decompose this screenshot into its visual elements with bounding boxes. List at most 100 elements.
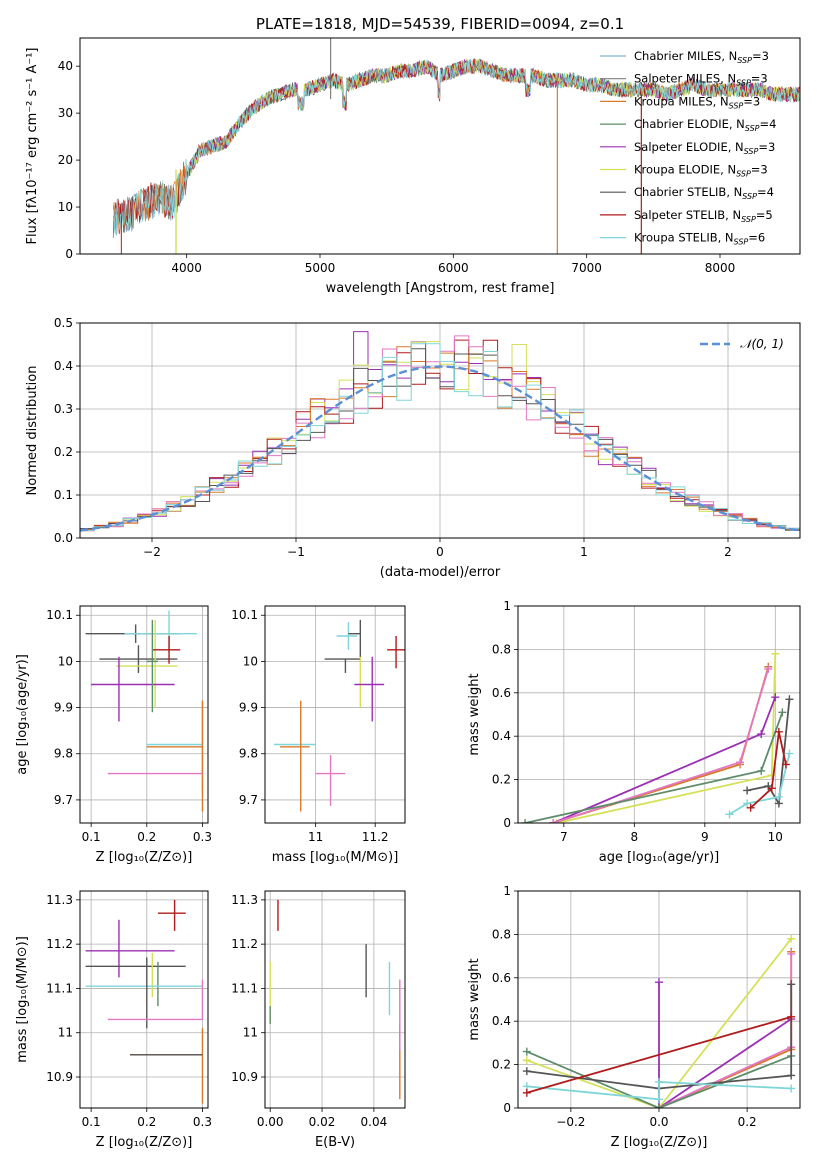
spectrum-panel: 4000 5000 6000 7000 8000 0 10 20 30 40 wavelength … bbox=[25, 37, 801, 296]
weight-marker bbox=[522, 1047, 531, 1056]
weight-line bbox=[658, 982, 792, 1108]
y-tick-label: 40 bbox=[58, 59, 73, 73]
residuals-panel: −2 −1 0 1 2 0.0 0.1 0.2 0.3 0.4 0.5 (data-model)/er… bbox=[25, 316, 801, 580]
weight-marker bbox=[781, 760, 790, 769]
weight-line bbox=[526, 984, 793, 1090]
weight-marker bbox=[757, 730, 766, 739]
x-tick-label: 0.2 bbox=[137, 830, 156, 844]
y-tick-label: 9.9 bbox=[54, 701, 73, 715]
weight-line bbox=[526, 1016, 792, 1094]
y-tick-label: 1 bbox=[503, 884, 511, 898]
x-tick-label: −0.2 bbox=[556, 1115, 585, 1129]
x-tick-label: 9 bbox=[701, 830, 709, 844]
y-tick-label: 0.5 bbox=[54, 316, 73, 330]
legend-entry: 𝒩(0, 1) bbox=[740, 337, 784, 351]
age_vs_weight-panel: 7 8 9 10 0 0.2 0.4 0.6 0.8 1 age [log₁₀(age/yr)] ma… bbox=[467, 599, 801, 865]
axes-frame bbox=[79, 322, 801, 539]
weight-line bbox=[526, 1081, 792, 1101]
legend-entry: Salpeter STELIB, NSSP=5 bbox=[634, 208, 773, 224]
y-axis-label: age [log₁₀(age/yr)] bbox=[15, 654, 30, 775]
y-tick-label: 0.6 bbox=[492, 686, 511, 700]
weight-marker bbox=[785, 749, 794, 758]
x-tick-label: 0.1 bbox=[82, 1115, 101, 1129]
axes-frame bbox=[517, 605, 801, 824]
weight-marker bbox=[522, 1067, 531, 1076]
histogram-series bbox=[80, 348, 800, 531]
y-tick-label: 0.1 bbox=[54, 488, 73, 502]
x-axis-label: Z [log₁₀(Z/Z⊙)] bbox=[611, 1135, 708, 1150]
gaussian-curve bbox=[80, 365, 800, 532]
weight-marker bbox=[655, 1095, 663, 1104]
y-tick-label: 10.9 bbox=[46, 1070, 73, 1084]
weight-marker bbox=[522, 1088, 531, 1097]
Z_vs_weight-panel: −0.2 0.0 0.2 0 0.2 0.4 0.6 0.8 1 Z [log₁₀(Z/Z⊙)] m… bbox=[467, 884, 801, 1150]
Z_vs_age-panel: 0.1 0.2 0.3 9.7 9.8 9.9 10 10.1 Z [log₁₀(Z/Z⊙)] a… bbox=[15, 605, 212, 865]
y-tick-label: 11.3 bbox=[231, 893, 258, 907]
y-tick-label: 10.1 bbox=[46, 608, 73, 622]
weight-marker bbox=[655, 1077, 663, 1086]
x-tick-label: 0.1 bbox=[82, 830, 101, 844]
x-tick-label: 0.00 bbox=[257, 1115, 284, 1129]
x-tick-label: 0.3 bbox=[193, 1115, 212, 1129]
weight-marker bbox=[767, 784, 776, 793]
x-axis-label: (data-model)/error bbox=[380, 565, 501, 580]
y-axis-label: mass weight bbox=[467, 673, 482, 755]
axes-frame bbox=[79, 605, 209, 824]
weight-marker bbox=[757, 766, 766, 775]
x-tick-label: 0.3 bbox=[193, 830, 212, 844]
y-tick-label: 1 bbox=[503, 599, 511, 613]
x-tick-label: −1 bbox=[287, 545, 305, 559]
x-tick-label: 6000 bbox=[438, 261, 469, 275]
legend-entry: Salpeter ELODIE, NSSP=3 bbox=[634, 140, 775, 156]
weight-marker bbox=[771, 649, 780, 658]
y-tick-label: 0.6 bbox=[492, 971, 511, 985]
x-tick-label: 7000 bbox=[571, 261, 602, 275]
weight-marker bbox=[774, 792, 783, 801]
y-tick-label: 10 bbox=[58, 654, 73, 668]
y-tick-label: 11.3 bbox=[46, 893, 73, 907]
y-tick-label: 10.9 bbox=[231, 1070, 258, 1084]
x-tick-label: 10 bbox=[768, 830, 783, 844]
spectrum-line bbox=[112, 58, 800, 235]
y-tick-label: 10 bbox=[243, 654, 258, 668]
weight-marker bbox=[767, 771, 776, 780]
weight-marker bbox=[743, 786, 752, 795]
legend-entry: Chabrier STELIB, NSSP=4 bbox=[634, 185, 774, 201]
weight-marker bbox=[746, 803, 755, 812]
x-tick-label: 11.2 bbox=[362, 830, 389, 844]
x-tick-label: 0.02 bbox=[309, 1115, 336, 1129]
histogram-series bbox=[80, 343, 800, 531]
x-tick-label: 7 bbox=[560, 830, 568, 844]
y-tick-label: 11.2 bbox=[231, 937, 258, 951]
Z_vs_mass-panel: 0.1 0.2 0.3 10.9 11 11.1 11.2 11.3 Z [log₁₀(Z/Z⊙… bbox=[15, 890, 212, 1150]
y-tick-label: 10 bbox=[58, 200, 73, 214]
x-axis-label: E(B-V) bbox=[315, 1135, 355, 1150]
weight-marker bbox=[743, 799, 752, 808]
x-tick-label: 2 bbox=[724, 545, 732, 559]
weight-line bbox=[750, 731, 787, 809]
x-tick-label: −2 bbox=[143, 545, 161, 559]
y-tick-label: 9.8 bbox=[239, 747, 258, 761]
y-tick-label: 9.9 bbox=[239, 701, 258, 715]
y-tick-label: 0.4 bbox=[54, 359, 73, 373]
legend-entry: Kroupa STELIB, NSSP=6 bbox=[634, 231, 765, 247]
y-tick-label: 0.0 bbox=[54, 531, 73, 545]
y-axis-label: mass [log₁₀(M/M⊙)] bbox=[15, 936, 30, 1063]
weight-marker bbox=[787, 934, 796, 943]
ebv_vs_mass-panel: 0.00 0.02 0.04 10.9 11 11.1 11.2 11.3 E(B-V) bbox=[231, 890, 406, 1150]
x-tick-label: 0.2 bbox=[137, 1115, 156, 1129]
weight-marker bbox=[522, 1056, 531, 1065]
spectrum-legend: Chabrier MILES, NSSP=3 Salpeter MILES, NS… bbox=[600, 49, 776, 247]
x-tick-label: 0.04 bbox=[361, 1115, 388, 1129]
y-tick-label: 9.7 bbox=[239, 793, 258, 807]
x-axis-label: mass [log₁₀(M/M⊙)] bbox=[272, 850, 399, 865]
mass_vs_age-panel: 11 11.2 9.7 9.8 9.9 10 10.1 mass [log₁₀(M/M⊙)] bbox=[231, 605, 406, 865]
axes-frame bbox=[517, 890, 801, 1109]
y-tick-label: 0.8 bbox=[492, 642, 511, 656]
figure-title: PLATE=1818, MJD=54539, FIBERID=0094, z=0… bbox=[256, 15, 624, 33]
weight-marker bbox=[725, 810, 734, 819]
axes-frame bbox=[79, 37, 801, 255]
y-tick-label: 11.1 bbox=[231, 981, 258, 995]
y-tick-label: 9.8 bbox=[54, 747, 73, 761]
